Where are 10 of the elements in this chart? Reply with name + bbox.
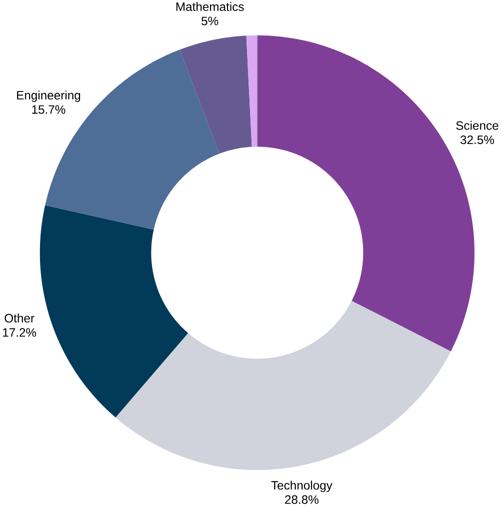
data-label: 28.8% xyxy=(285,495,319,504)
slice-label: Other xyxy=(4,314,34,323)
data-label: 5% xyxy=(202,16,218,26)
slice-label: Technology xyxy=(271,480,332,492)
slice-label: Science xyxy=(456,120,498,130)
slice-label: Mathematics xyxy=(176,2,244,12)
data-label: 17.2% xyxy=(3,328,36,337)
data-label: 15.7% xyxy=(32,105,66,114)
slice-label: Engineering xyxy=(17,90,80,102)
data-label: 32.5% xyxy=(460,136,494,144)
